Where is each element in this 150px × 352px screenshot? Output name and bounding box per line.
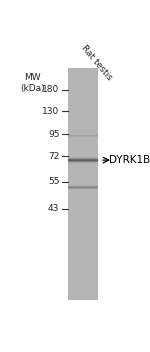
- Text: DYRK1B: DYRK1B: [110, 155, 150, 165]
- Text: 180: 180: [42, 85, 59, 94]
- Text: Rat testis: Rat testis: [79, 44, 114, 82]
- Text: 55: 55: [48, 177, 59, 186]
- Text: 95: 95: [48, 130, 59, 139]
- Text: 72: 72: [48, 152, 59, 161]
- Text: MW
(kDa): MW (kDa): [20, 74, 45, 93]
- Bar: [68, 68, 98, 300]
- Text: 43: 43: [48, 205, 59, 213]
- Text: 130: 130: [42, 107, 59, 116]
